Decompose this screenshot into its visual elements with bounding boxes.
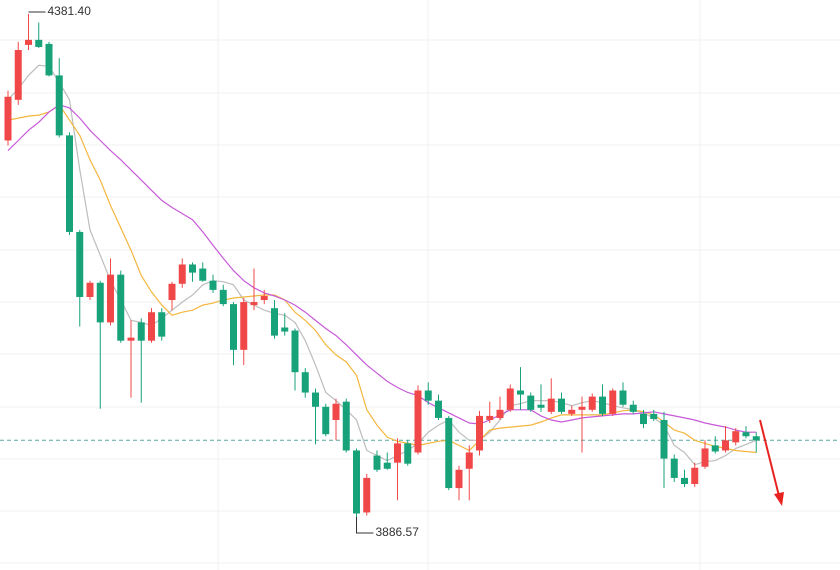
candle-body — [199, 268, 207, 281]
candle-body — [127, 337, 135, 341]
candle-body — [476, 415, 483, 451]
candle-body — [25, 39, 32, 45]
candle-body — [537, 404, 545, 408]
candle-body — [660, 419, 668, 459]
candle-body — [373, 455, 381, 470]
high-label: 4381.40 — [48, 4, 92, 18]
candle-body — [148, 312, 155, 341]
candle-body — [455, 469, 463, 489]
candle-body — [496, 409, 504, 418]
candle-body — [271, 308, 278, 336]
candle-body — [394, 443, 401, 463]
candle-body — [486, 415, 494, 420]
candle-body — [107, 274, 114, 323]
low-marker — [356, 516, 374, 534]
candle-body — [230, 304, 237, 350]
candle-body — [353, 450, 360, 514]
low-label: 3886.57 — [376, 525, 420, 539]
candle-body — [4, 96, 12, 141]
candle-body — [383, 462, 391, 469]
candle-body — [752, 436, 760, 441]
moving-average-line — [7, 104, 757, 433]
candle-body — [312, 392, 319, 407]
candle-body — [681, 477, 688, 485]
candle-body — [732, 431, 740, 443]
candle-body — [168, 283, 176, 301]
trend-arrow — [759, 419, 784, 506]
candle-body — [691, 467, 699, 485]
marks: 4381.40 3886.57 — [0, 4, 840, 539]
candle-body — [414, 390, 422, 453]
candle-body — [45, 43, 53, 76]
candle-body — [558, 398, 565, 412]
candle-body — [291, 330, 299, 373]
candle-body — [527, 395, 535, 410]
candle-body — [86, 282, 94, 297]
candle-body — [260, 295, 268, 301]
candle-body — [66, 135, 73, 232]
candle-body — [506, 388, 514, 410]
candle-body — [35, 39, 43, 47]
moving-average-line — [7, 64, 757, 466]
candle-body — [722, 440, 729, 451]
candle-body — [650, 413, 658, 419]
candle-body — [578, 406, 586, 410]
candle-body — [178, 264, 186, 284]
candle-body — [219, 289, 227, 305]
candle-body — [424, 390, 432, 401]
candle-body — [445, 417, 453, 489]
candle-body — [363, 477, 371, 513]
candle-body — [517, 390, 524, 395]
candle-body — [568, 409, 576, 414]
candle-body — [301, 372, 309, 393]
candle-body — [137, 322, 145, 341]
candle-body — [332, 403, 340, 420]
candle-body — [342, 401, 350, 451]
candle-body — [96, 282, 104, 323]
candle-body — [465, 452, 473, 469]
candle-body — [250, 302, 258, 306]
candle-body — [547, 398, 555, 412]
candle-body — [640, 413, 647, 425]
candle-body — [609, 390, 617, 414]
candle-body — [588, 396, 596, 410]
candle-body — [670, 458, 678, 478]
candle-body — [404, 443, 412, 464]
candle-body — [619, 390, 627, 405]
candle-body — [599, 396, 606, 414]
candle-body — [55, 75, 63, 136]
candle-body — [76, 231, 84, 297]
candle-body — [158, 312, 166, 337]
candle-body — [240, 302, 248, 350]
candle-body — [629, 404, 637, 412]
candle-body — [322, 406, 330, 435]
candle-body — [701, 448, 709, 467]
candle-body — [209, 280, 217, 290]
candle-body — [435, 400, 442, 418]
candle-body — [742, 432, 750, 437]
candle-body — [281, 327, 289, 332]
candle-body — [14, 50, 22, 100]
candle-body — [189, 264, 196, 273]
candle-body — [117, 274, 125, 341]
candle-body — [711, 445, 719, 452]
